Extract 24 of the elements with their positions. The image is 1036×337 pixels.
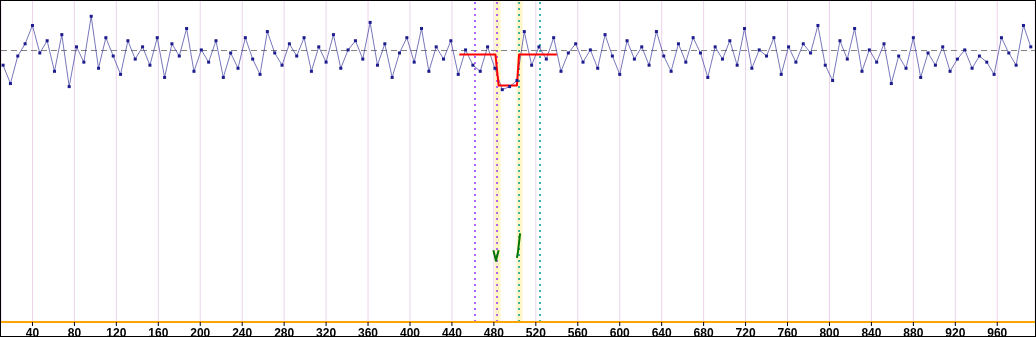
- x-tick-label: 520: [525, 325, 547, 337]
- x-tick-label: 280: [274, 325, 295, 337]
- x-tick-label: 840: [861, 325, 882, 337]
- x-tick-label: 680: [693, 325, 714, 337]
- x-tick-label: 920: [945, 325, 966, 337]
- x-tick-label: 440: [441, 325, 463, 337]
- x-tick-label: 600: [609, 325, 631, 337]
- x-tick-label: 640: [651, 325, 672, 337]
- x-tick-label: 720: [735, 325, 756, 337]
- x-tick-label: 40: [25, 325, 40, 337]
- x-tick-label: 320: [316, 325, 337, 337]
- x-tick-label: 960: [987, 325, 1008, 337]
- x-tick-label: 480: [483, 325, 505, 337]
- x-tick-label: 360: [358, 325, 379, 337]
- x-tick-label: 80: [67, 325, 82, 337]
- x-tick-label: 240: [232, 325, 253, 337]
- x-tick-label: 800: [819, 325, 840, 337]
- x-tick-label: 560: [567, 325, 589, 337]
- x-tick-label: 400: [399, 325, 421, 337]
- x-tick-label: 760: [777, 325, 798, 337]
- x-tick-label: 200: [190, 325, 211, 337]
- x-tick-label: 880: [903, 325, 924, 337]
- x-tick-label: 160: [148, 325, 169, 337]
- x-tick-label: 120: [106, 325, 127, 337]
